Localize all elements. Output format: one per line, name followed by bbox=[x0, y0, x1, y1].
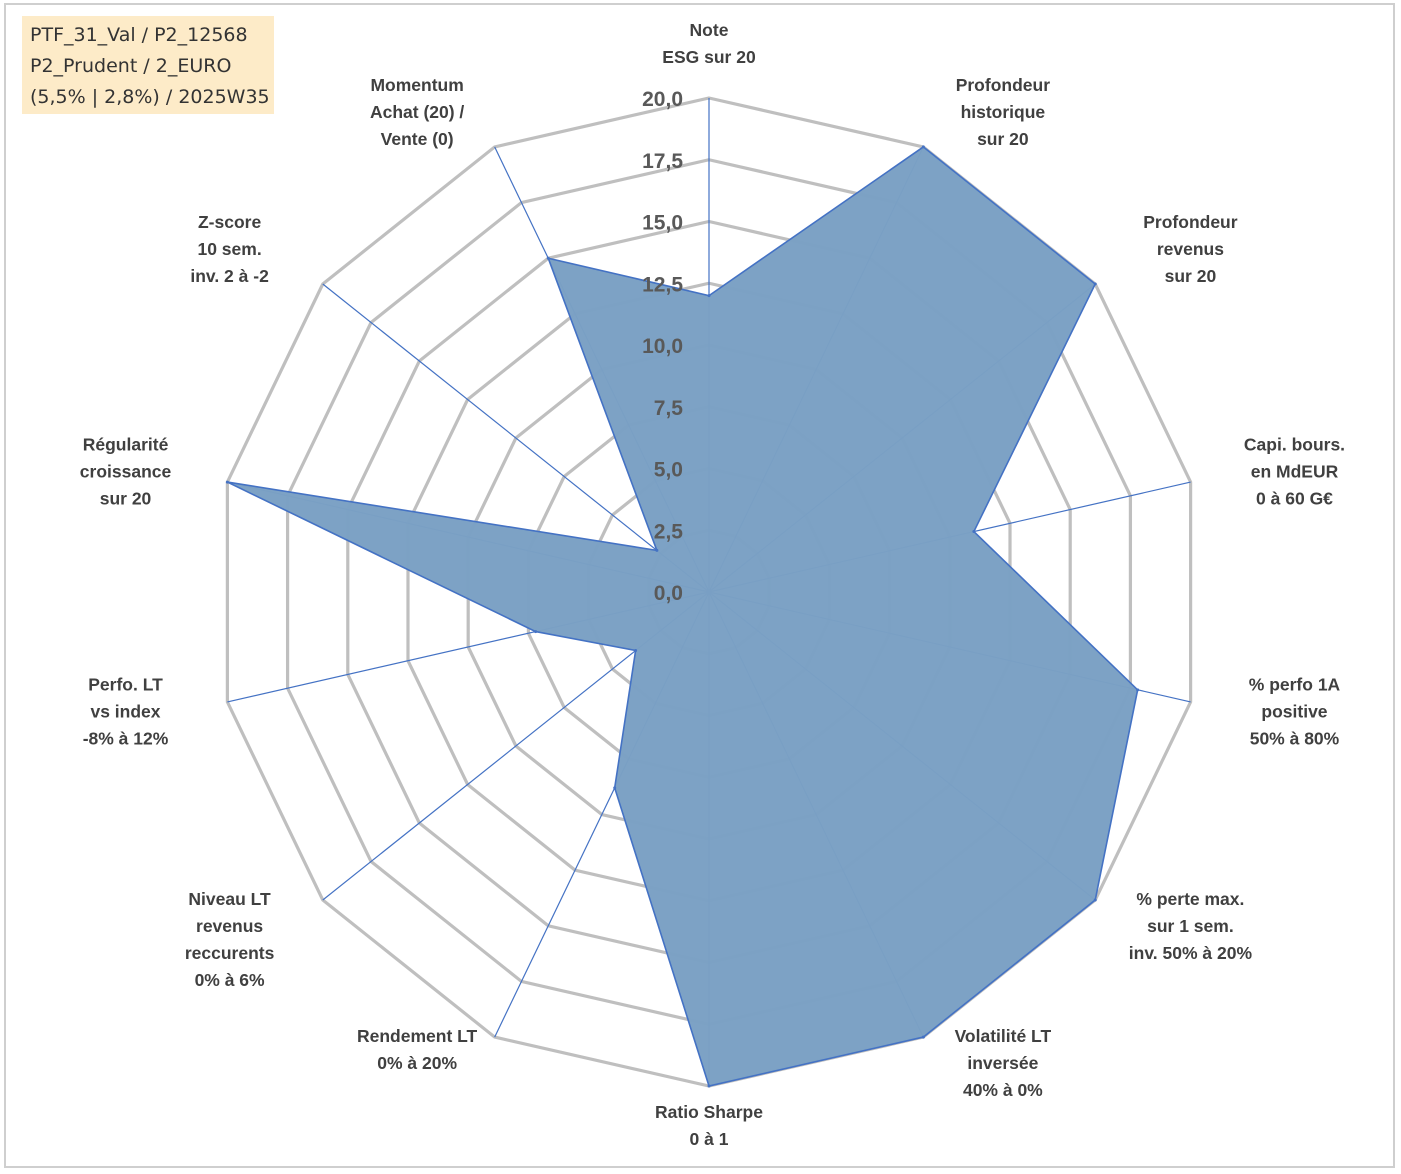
axis-label-0: Note ESG sur 20 bbox=[662, 20, 756, 67]
info-line-1: PTF_31_Val / P2_12568 bbox=[30, 24, 248, 46]
axis-label-6: Volatilité LT inversée 40% à 0% bbox=[955, 1026, 1052, 1100]
axis-spoke-12 bbox=[322, 283, 710, 593]
portfolio-info-box: PTF_31_Val / P2_12568 P2_Prudent / 2_EUR… bbox=[22, 16, 274, 114]
tick-label-7: 17,5 bbox=[642, 150, 683, 173]
data-point-2 bbox=[1093, 282, 1097, 286]
data-point-10 bbox=[534, 630, 538, 634]
data-point-4 bbox=[1136, 688, 1140, 692]
axis-label-7: Ratio Sharpe 0 à 1 bbox=[655, 1102, 763, 1149]
axis-label-12: Z-score 10 sem. inv. 2 à -2 bbox=[190, 212, 269, 286]
axis-label-10: Perfo. LT vs index -8% à 12% bbox=[83, 674, 169, 748]
tick-label-6: 15,0 bbox=[642, 212, 683, 235]
data-point-11 bbox=[225, 480, 229, 484]
tick-label-8: 20,0 bbox=[642, 88, 683, 111]
data-point-0 bbox=[707, 294, 711, 298]
axis-label-3: Capi. bours. en MdEUR 0 à 60 G€ bbox=[1244, 435, 1345, 509]
tick-label-5: 12,5 bbox=[642, 273, 683, 296]
series-area bbox=[225, 145, 1140, 1088]
data-point-1 bbox=[921, 145, 925, 149]
tick-label-1: 2,5 bbox=[654, 520, 684, 543]
data-point-13 bbox=[546, 256, 550, 260]
data-point-5 bbox=[1093, 898, 1097, 902]
axis-label-8: Rendement LT 0% à 20% bbox=[357, 1026, 478, 1073]
data-point-8 bbox=[613, 786, 617, 790]
data-point-6 bbox=[921, 1035, 925, 1039]
data-point-3 bbox=[972, 530, 976, 534]
tick-label-0: 0,0 bbox=[654, 582, 683, 605]
axis-label-2: Profondeur revenus sur 20 bbox=[1143, 212, 1237, 286]
tick-label-2: 5,0 bbox=[654, 459, 683, 482]
axis-label-11: Régularité croissance sur 20 bbox=[80, 435, 172, 509]
tick-label-3: 7,5 bbox=[654, 397, 684, 420]
data-point-7 bbox=[707, 1084, 711, 1088]
radial-tick-labels: 0,0 2,5 5,0 7,5 10,0 12,5 15,0 17,5 20,0 bbox=[642, 88, 683, 605]
axis-label-9: Niveau LT revenus reccurents 0% à 6% bbox=[185, 889, 275, 990]
data-point-9 bbox=[634, 649, 638, 653]
axis-label-1: Profondeur historique sur 20 bbox=[956, 75, 1050, 149]
axis-labels: Note ESG sur 20 Profondeur historique sur 20… bbox=[80, 20, 1345, 1149]
axis-label-4: % perfo 1A positive 50% à 80% bbox=[1249, 674, 1341, 748]
info-line-3: (5,5% | 2,8%) / 2025W35 bbox=[30, 86, 270, 108]
info-line-2: P2_Prudent / 2_EURO bbox=[30, 55, 232, 77]
tick-label-4: 10,0 bbox=[642, 335, 683, 358]
axis-label-13: Momentum Achat (20) / Vente (0) bbox=[370, 75, 464, 149]
data-point-12 bbox=[655, 548, 659, 552]
axis-label-5: % perte max. sur 1 sem. inv. 50% à 20% bbox=[1129, 889, 1253, 963]
